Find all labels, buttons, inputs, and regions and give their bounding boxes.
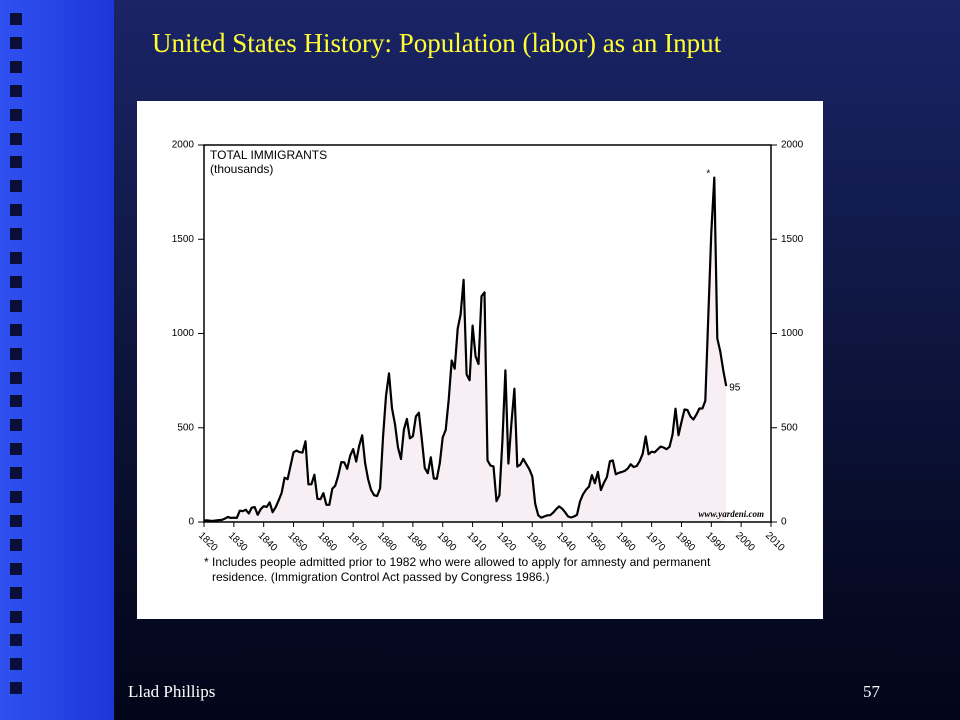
bar-square [10, 156, 22, 169]
bar-square [10, 586, 22, 599]
y-tick-label: 1000 [172, 328, 195, 339]
bar-square [10, 538, 22, 551]
bar-square [10, 395, 22, 408]
y2-tick-label: 500 [781, 422, 798, 433]
bar-square [10, 204, 22, 217]
y2-tick-label: 0 [781, 517, 787, 528]
end-label: 95 [729, 383, 741, 394]
bar-square [10, 514, 22, 527]
author: Llad Phillips [128, 682, 216, 701]
y-tick-label: 1500 [172, 234, 195, 245]
y-tick-label: 500 [177, 422, 194, 433]
bar-square [10, 299, 22, 312]
y2-tick-label: 1000 [781, 328, 804, 339]
y-tick-label: 0 [188, 517, 194, 528]
bar-square [10, 371, 22, 384]
y-tick-label: 2000 [172, 140, 195, 151]
bar-square [10, 419, 22, 432]
y2-tick-label: 2000 [781, 140, 804, 151]
bar-square [10, 228, 22, 241]
bar-square [10, 60, 22, 73]
bar-square [10, 252, 22, 264]
slide-title: United States History: Population (labor… [152, 28, 722, 58]
bar-square [10, 36, 22, 49]
bar-square [10, 108, 22, 121]
y2-tick-label: 1500 [781, 234, 804, 245]
bar-square [10, 443, 22, 456]
line [203, 176, 728, 522]
bar-square [10, 347, 22, 360]
side-bar [0, 0, 114, 720]
bar-square [10, 610, 22, 623]
bar-square [10, 634, 22, 647]
chart-title: TOTAL IMMIGRANTS [210, 148, 327, 162]
chart-subtitle: (thousands) [210, 162, 273, 176]
bar-square [10, 180, 22, 193]
bar-square [10, 275, 22, 288]
bar-square [10, 562, 22, 575]
page-number: 57 [863, 682, 880, 701]
footnote: * Includes people admitted prior to 1982… [204, 555, 711, 569]
bar-square [10, 84, 22, 97]
bar-square [10, 323, 22, 336]
bar-square [10, 132, 22, 145]
bar-square [10, 658, 22, 671]
bar-square [10, 467, 22, 480]
peak-note: * [706, 168, 710, 179]
footnote: residence. (Immigration Control Act pass… [212, 570, 550, 584]
bar-square [10, 13, 22, 25]
bar-square [10, 682, 22, 695]
chart: TOTAL IMMIGRANTS (thousands) 0 500 1000 150… [137, 101, 823, 619]
source: www.yardeni.com [698, 509, 764, 519]
bar-square [10, 491, 22, 503]
